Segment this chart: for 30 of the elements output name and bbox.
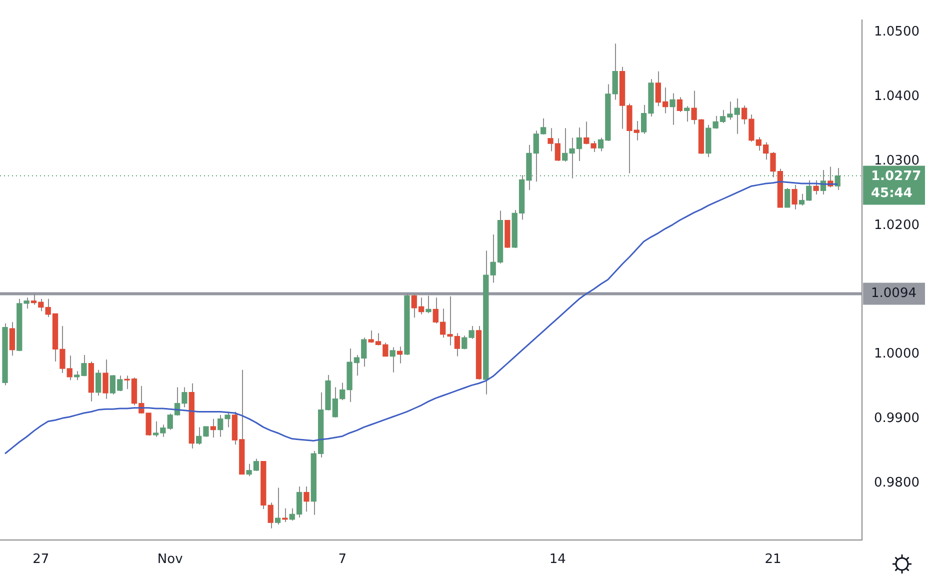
x-tick-label: 14 <box>549 552 566 568</box>
y-tick-label: 0.9800 <box>874 476 920 491</box>
candlestick <box>813 180 819 195</box>
candlestick <box>426 295 432 314</box>
candlestick <box>676 96 683 112</box>
text: 45:44 <box>871 186 912 202</box>
candlestick <box>670 92 676 126</box>
candlestick <box>304 486 310 512</box>
candlestick <box>390 346 396 373</box>
y-tick-label: 1.0200 <box>874 218 920 233</box>
y-tick-label: 0.9900 <box>874 411 920 426</box>
candlestick <box>784 188 790 208</box>
candlestick <box>684 106 690 122</box>
y-tick-label: 1.0300 <box>874 153 920 168</box>
ref-line-label: 1.0277 <box>871 169 922 184</box>
x-tick-label: 27 <box>32 552 50 568</box>
candlestick <box>792 184 798 210</box>
candlestick <box>96 369 102 396</box>
ref-line-label: 1.0094 <box>871 286 916 302</box>
y-tick-label: 1.0400 <box>874 88 920 104</box>
x-tick-label: 21 <box>764 552 782 568</box>
candlestick <box>9 322 16 356</box>
y-tick-label: 1.0000 <box>874 346 920 362</box>
x-tick-label: Nov <box>157 552 184 568</box>
candlestick <box>102 359 108 400</box>
x-tick-label: 7 <box>338 552 346 568</box>
y-tick-label: 1.0500 <box>874 24 920 40</box>
candlestick <box>274 487 281 526</box>
candlestick <box>210 418 216 438</box>
candlestick <box>268 502 274 529</box>
